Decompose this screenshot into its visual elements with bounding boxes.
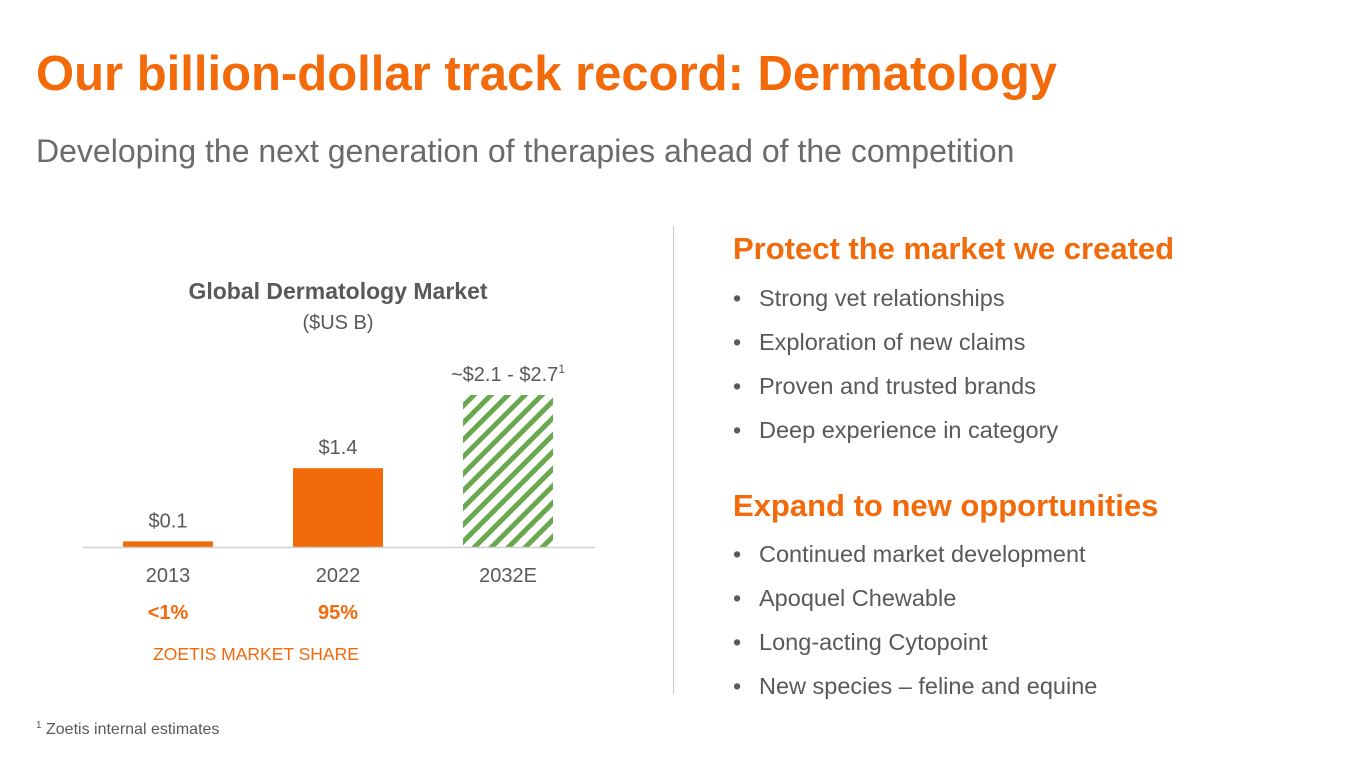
bullet-item: Apoquel Chewable <box>733 584 1097 628</box>
market-share-label: ZOETIS MARKET SHARE <box>153 644 359 664</box>
data-label-2022: $1.4 <box>319 437 358 459</box>
data-label-2013: $0.1 <box>149 510 188 532</box>
chart-labels: $0.1 2013 <1% $1.4 2022 95% ~$2.1 - $2.71 2032E <box>146 362 566 624</box>
column-divider <box>673 226 674 694</box>
slide-subtitle: Developing the next generation of therap… <box>36 133 1015 169</box>
bullet-item: New species – feline and equine <box>733 672 1097 716</box>
footnote: 1 Zoetis internal estimates <box>36 720 219 739</box>
data-label-2032E: ~$2.1 - $2.71 <box>451 362 565 386</box>
bar-2013 <box>123 541 213 547</box>
market-share-2013: <1% <box>148 602 189 624</box>
dermatology-market-chart: Global Dermatology Market ($US B) $0.1 20… <box>83 278 595 664</box>
bar-2032E <box>463 395 553 547</box>
footnote-text: Zoetis internal estimates <box>41 721 220 738</box>
data-label-superscript: 1 <box>558 362 565 376</box>
bar-2022 <box>293 468 383 547</box>
slide-title: Our billion-dollar track record: Dermato… <box>36 47 1058 101</box>
tick-label-2032E: 2032E <box>479 565 537 587</box>
expand-bullet-list: Continued market development Apoquel Che… <box>733 540 1097 716</box>
section-heading-protect: Protect the market we created <box>733 231 1175 266</box>
bullet-item: Exploration of new claims <box>733 328 1058 372</box>
footnote-marker: 1 <box>36 720 42 731</box>
tick-label-2013: 2013 <box>146 565 191 587</box>
protect-bullet-list: Strong vet relationships Exploration of … <box>733 284 1058 460</box>
tick-label-2022: 2022 <box>316 565 361 587</box>
chart-bars <box>123 395 553 547</box>
section-heading-expand: Expand to new opportunities <box>733 488 1159 523</box>
bullet-item: Continued market development <box>733 540 1097 584</box>
bullet-item: Proven and trusted brands <box>733 372 1058 416</box>
bullet-item: Deep experience in category <box>733 416 1058 460</box>
market-share-2022: 95% <box>318 602 358 624</box>
chart-subtitle: ($US B) <box>302 312 373 334</box>
chart-title: Global Dermatology Market <box>188 278 487 304</box>
bullet-item: Long-acting Cytopoint <box>733 628 1097 672</box>
bullet-item: Strong vet relationships <box>733 284 1058 328</box>
